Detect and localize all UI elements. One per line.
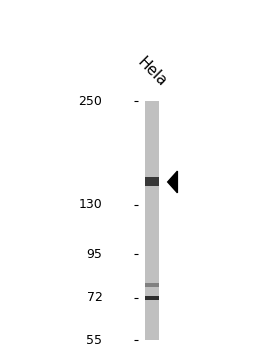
Polygon shape <box>168 171 177 193</box>
Text: 95: 95 <box>87 248 102 261</box>
Bar <box>145 296 159 300</box>
Bar <box>145 101 159 340</box>
Text: Hela: Hela <box>135 55 170 90</box>
Text: 250: 250 <box>79 95 102 108</box>
Text: 130: 130 <box>79 198 102 211</box>
Text: 55: 55 <box>87 334 102 347</box>
Text: 72: 72 <box>87 291 102 304</box>
Bar <box>145 283 159 287</box>
Bar <box>145 177 159 186</box>
